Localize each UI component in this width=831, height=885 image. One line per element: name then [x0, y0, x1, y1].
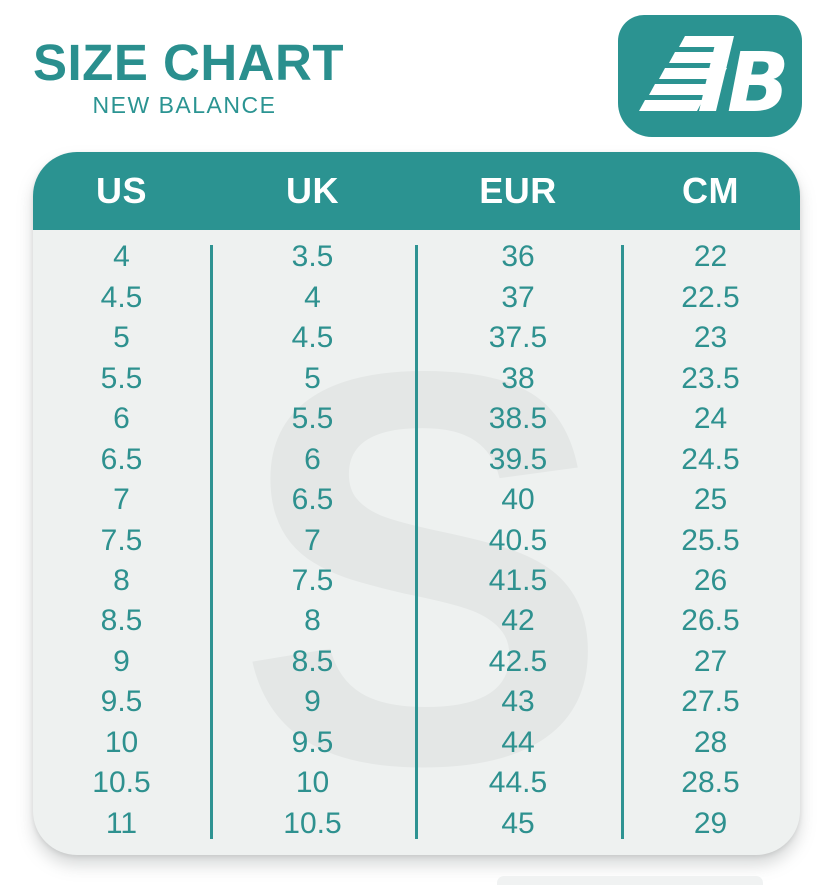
- table-row: 4.5 4 37 22.5: [33, 277, 800, 317]
- table-row: 9 8.5 42.5 27: [33, 642, 800, 682]
- size-cell: 22.5: [681, 280, 740, 314]
- size-cell: 10.5: [283, 806, 342, 840]
- size-cell: 10: [104, 725, 139, 759]
- size-cell: 42.5: [488, 644, 548, 678]
- size-cell: 40.5: [488, 523, 548, 557]
- table-row: 10.5 10 44.5 28.5: [33, 763, 800, 803]
- size-cell: 8: [304, 604, 321, 638]
- size-cell: 36: [501, 240, 535, 274]
- table-row: 8.5 8 42 26.5: [33, 601, 800, 641]
- size-cell: 39.5: [488, 442, 548, 476]
- svg-text:B: B: [727, 36, 785, 124]
- letter-s-watermark: S: [236, 255, 610, 855]
- size-cell: 29: [693, 806, 728, 840]
- size-cell: 9: [113, 644, 130, 678]
- size-cell: 45: [501, 806, 535, 840]
- size-cell: 27: [693, 644, 728, 678]
- size-cell: 43: [501, 685, 535, 719]
- table-row: 10 9.5 44 28: [33, 723, 800, 763]
- size-cell: 25: [693, 483, 728, 517]
- size-cell: 26: [693, 563, 728, 597]
- size-cell: 27.5: [681, 685, 740, 719]
- size-cell: 22: [693, 240, 728, 274]
- table-row: 5 4.5 37.5 23: [33, 318, 800, 358]
- size-cell: 42: [501, 604, 535, 638]
- size-cell: 8.5: [100, 604, 143, 638]
- size-cell: 4.5: [100, 280, 143, 314]
- size-cell: 4: [113, 240, 130, 274]
- size-cell: 9: [304, 685, 321, 719]
- table-body: S 4 3.5 36 22 4.5 4 37 22.5 5 4.5 37.5 23 5.5 5 38 23.5…: [33, 230, 800, 855]
- table-row: 7.5 7 40.5 25.5: [33, 520, 800, 560]
- title-block: SIZE CHART NEW BALANCE: [33, 34, 344, 119]
- size-cell: 9.5: [291, 725, 334, 759]
- nb-logo-icon: B: [639, 36, 785, 124]
- table-row: 4 3.5 36 22: [33, 237, 800, 277]
- size-cell: 38.5: [488, 402, 548, 436]
- size-cell: 8: [113, 563, 130, 597]
- size-cell: 5: [304, 361, 321, 395]
- column-header-cm: CM: [682, 170, 739, 211]
- size-cell: 6: [113, 402, 130, 436]
- table-row: 9.5 9 43 27.5: [33, 682, 800, 722]
- column-divider: [415, 245, 418, 839]
- column-divider: [210, 245, 213, 839]
- size-cell: 8.5: [291, 644, 334, 678]
- size-cell: 7.5: [291, 563, 334, 597]
- size-cell: 7: [304, 523, 321, 557]
- size-cell: 7: [113, 483, 130, 517]
- size-cell: 6.5: [100, 442, 143, 476]
- size-cell: 37: [501, 280, 535, 314]
- size-cell: 37.5: [488, 321, 548, 355]
- table-row: 6 5.5 38.5 24: [33, 399, 800, 439]
- table-row: 8 7.5 41.5 26: [33, 561, 800, 601]
- size-cell: 6.5: [291, 483, 334, 517]
- size-cell: 28.5: [681, 766, 740, 800]
- size-cell: 23: [693, 321, 728, 355]
- page-title: SIZE CHART: [33, 34, 344, 91]
- page-subtitle: NEW BALANCE: [92, 92, 277, 118]
- table-row: 7 6.5 40 25: [33, 480, 800, 520]
- size-cell: 26.5: [681, 604, 740, 638]
- column-header-eur: EUR: [479, 170, 557, 211]
- size-cell: 7.5: [100, 523, 143, 557]
- size-conversion-table: US UK EUR CM S 4 3.5 36 22 4.5 4 37 22.5 5 4.5 37.…: [33, 152, 800, 855]
- size-cell: 40: [501, 483, 535, 517]
- table-header-row: US UK EUR CM: [33, 152, 800, 230]
- size-cell: 24.5: [681, 442, 740, 476]
- cropped-bottom-strip: [497, 876, 763, 885]
- size-cell: 11: [105, 806, 138, 840]
- size-cell: 41.5: [488, 563, 548, 597]
- size-cell: 5.5: [100, 361, 143, 395]
- new-balance-logo: B: [618, 15, 802, 137]
- size-cell: 10: [295, 766, 330, 800]
- table-row: 6.5 6 39.5 24.5: [33, 439, 800, 479]
- size-cell: 6: [304, 442, 321, 476]
- size-cell: 28: [693, 725, 728, 759]
- column-header-uk: UK: [286, 170, 339, 211]
- column-divider: [621, 245, 624, 839]
- size-cell: 44: [501, 725, 535, 759]
- size-cell: 10.5: [92, 766, 151, 800]
- size-cell: 38: [501, 361, 535, 395]
- size-cell: 4.5: [291, 321, 334, 355]
- size-cell: 24: [693, 402, 728, 436]
- size-cell: 3.5: [291, 240, 334, 274]
- size-cell: 25.5: [681, 523, 740, 557]
- size-cell: 4: [304, 280, 321, 314]
- size-cell: 5.5: [291, 402, 334, 436]
- size-cell: 9.5: [100, 685, 143, 719]
- size-cell: 5: [113, 321, 130, 355]
- size-cell: 44.5: [488, 766, 548, 800]
- table-row: 11 10.5 45 29: [33, 804, 800, 844]
- column-header-us: US: [95, 170, 147, 211]
- size-cell: 23.5: [681, 361, 740, 395]
- table-row: 5.5 5 38 23.5: [33, 358, 800, 398]
